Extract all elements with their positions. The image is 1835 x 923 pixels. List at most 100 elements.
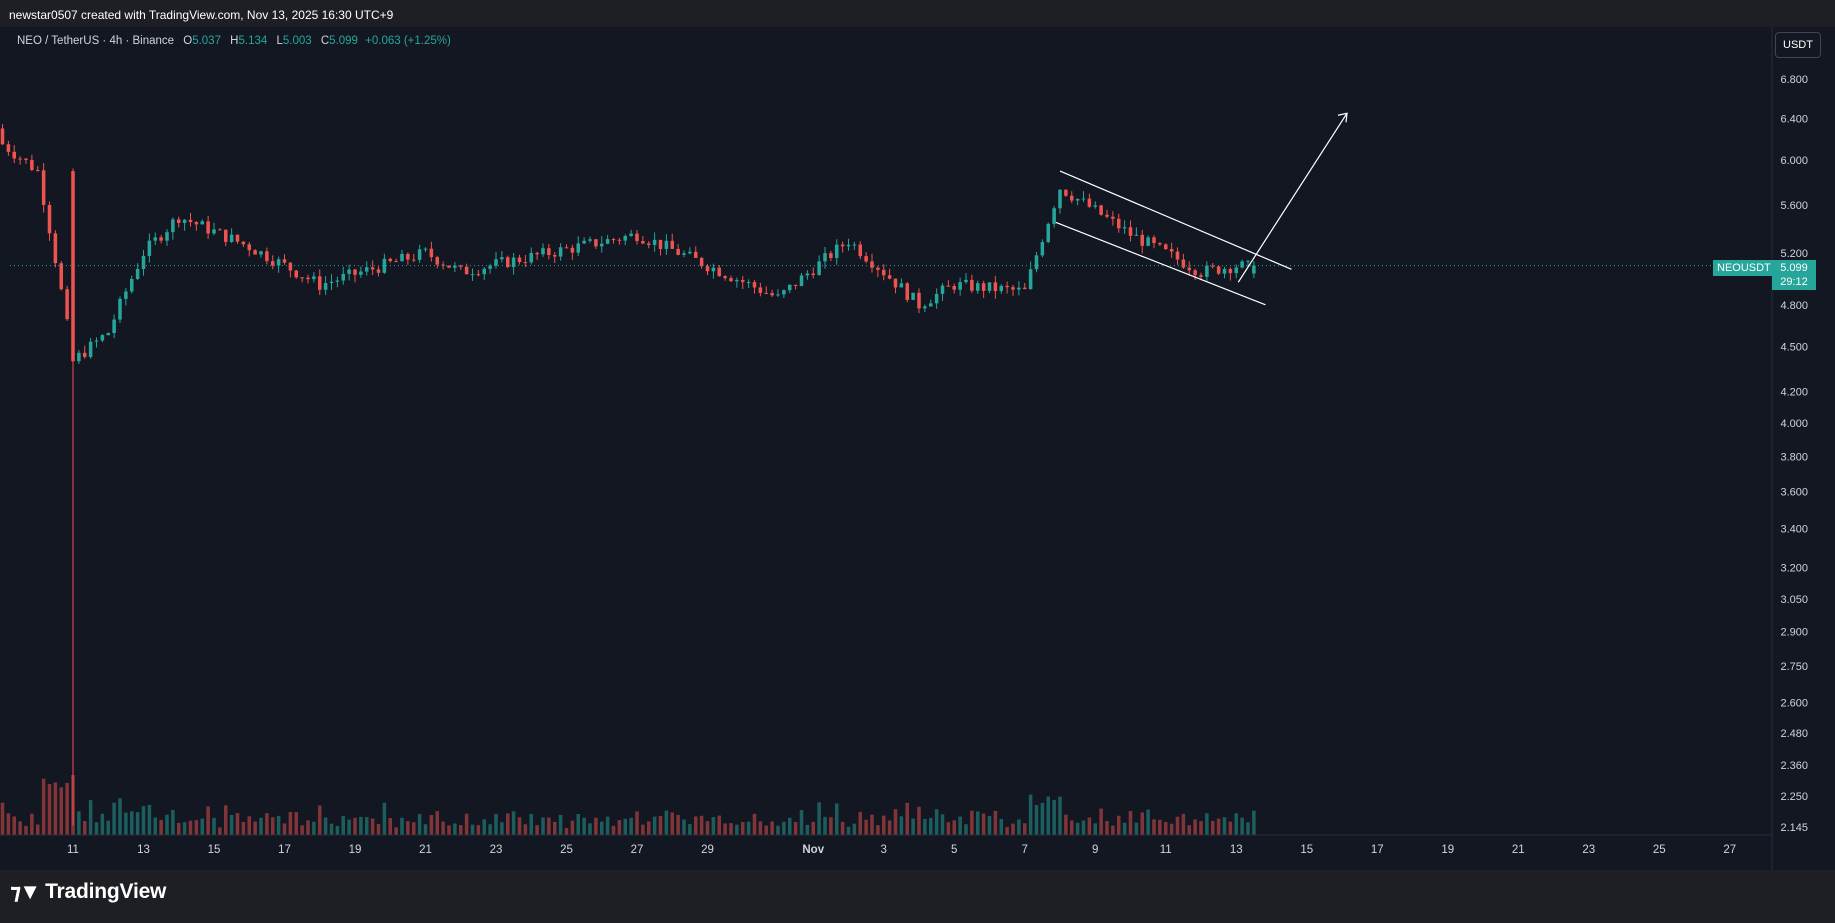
- volume-bar: [858, 811, 863, 835]
- candle-body: [682, 253, 686, 255]
- candle-body: [1069, 195, 1074, 201]
- candle-body: [453, 265, 457, 268]
- candle-body: [887, 275, 892, 279]
- price-scale[interactable]: 6.800 6.400 6.000 5.600 5.200 4.800 4.500 4.200…: [1780, 74, 1808, 834]
- volume-bar: [288, 811, 293, 835]
- candle-body: [1240, 261, 1244, 268]
- candle-body: [82, 352, 87, 357]
- volume-bar: [876, 825, 880, 835]
- volume-bar: [705, 821, 710, 835]
- volume-bar: [447, 825, 451, 835]
- candle-body: [135, 268, 140, 279]
- volume-bar: [829, 817, 833, 835]
- time-tick-label: 11: [67, 844, 79, 856]
- candle-body: [364, 267, 369, 272]
- volume-bar: [793, 822, 798, 835]
- time-tick-label: 7: [1022, 844, 1028, 856]
- candle-body: [112, 319, 116, 334]
- candle-body: [623, 236, 628, 241]
- price-tick-label: 2.480: [1780, 728, 1808, 740]
- volume-bar: [958, 816, 962, 835]
- candle-body: [1252, 265, 1256, 274]
- candle-body: [200, 221, 205, 225]
- candle-body: [1234, 267, 1239, 274]
- time-scale[interactable]: 11 13 15 17 19 21 23 25 27 29 Nov 3 5 7 9 11 13 15 17 19 21 2…: [67, 844, 1736, 856]
- time-tick-label: 17: [278, 844, 291, 856]
- volume-bar: [635, 811, 639, 835]
- candle-body: [699, 257, 704, 267]
- channel-lower-line[interactable]: [1055, 221, 1266, 306]
- candle-body: [987, 282, 992, 291]
- volume-bar: [124, 812, 128, 835]
- volume-bar: [1040, 802, 1045, 835]
- volume-bar: [329, 823, 334, 835]
- volume-bar: [594, 817, 598, 835]
- volume-bar: [359, 816, 363, 835]
- volume-bar: [394, 827, 398, 835]
- volume-bar: [934, 809, 939, 835]
- candle-body: [417, 249, 422, 260]
- channel-upper-line[interactable]: [1059, 170, 1292, 270]
- candle-body: [182, 219, 187, 223]
- price-tick-label: 4.500: [1780, 342, 1808, 354]
- open-value: 5.037: [192, 35, 221, 47]
- volume-bar: [235, 813, 240, 835]
- volume-bar: [1099, 808, 1103, 835]
- volume-bar: [682, 819, 686, 835]
- price-tick-label: 6.000: [1780, 155, 1808, 167]
- candle-body: [0, 128, 5, 145]
- volume-bar: [41, 778, 46, 835]
- volume-bar: [541, 817, 545, 835]
- time-tick-label: Nov: [802, 844, 824, 856]
- volume-bar: [129, 811, 134, 835]
- volume-bar: [406, 821, 410, 835]
- candle-body: [758, 287, 763, 293]
- volume-bar: [641, 824, 645, 835]
- candle-body: [253, 250, 257, 255]
- candle-body: [664, 240, 669, 249]
- volume-bar: [1158, 819, 1162, 835]
- volume-bar: [987, 815, 992, 835]
- volume-bar: [82, 821, 87, 835]
- price-chart[interactable]: 6.800 6.400 6.000 5.600 5.200 4.800 4.500 4.200…: [0, 27, 1835, 870]
- volume-bar: [229, 814, 234, 835]
- volume-bar: [776, 825, 780, 835]
- volume-bar: [1175, 816, 1180, 835]
- candle-body: [1228, 269, 1233, 274]
- volume-bar: [1246, 822, 1250, 835]
- candle-body: [429, 248, 434, 258]
- candle-body: [206, 221, 210, 234]
- volume-bar: [1069, 820, 1074, 835]
- price-tick-label: 4.000: [1780, 418, 1808, 430]
- volume-bar: [294, 812, 299, 835]
- candle-body: [24, 158, 28, 160]
- candle-body: [1134, 234, 1139, 236]
- candle-body: [764, 292, 769, 294]
- volume-bar: [94, 822, 99, 835]
- projection-arrow-line[interactable]: [1237, 112, 1348, 283]
- tradingview-logo[interactable]: ⁊▼ TradingView: [10, 879, 166, 904]
- volume-bar: [59, 787, 64, 835]
- volume-bar: [787, 817, 792, 835]
- candle-body: [276, 259, 281, 266]
- candle-body: [670, 240, 675, 249]
- volume-bar: [1222, 817, 1227, 835]
- candle-body: [723, 276, 727, 279]
- volume-bar: [805, 824, 810, 835]
- volume-bar: [1252, 810, 1256, 835]
- candle-body: [441, 264, 445, 266]
- volume-bar: [323, 817, 328, 835]
- price-tick-label: 2.360: [1780, 760, 1808, 772]
- time-tick-label: 19: [1441, 844, 1454, 856]
- volume-bar: [517, 817, 522, 835]
- volume-bar: [206, 806, 210, 835]
- currency-button[interactable]: USDT: [1775, 32, 1821, 58]
- volume-bar: [917, 806, 921, 835]
- candle-body: [159, 237, 163, 241]
- last-price-label: 5.099 29:12: [1772, 260, 1816, 290]
- candle-body: [870, 261, 874, 268]
- trend-drawings[interactable]: [10, 112, 1772, 306]
- volume-bar: [940, 814, 945, 835]
- volume-bar: [165, 814, 169, 835]
- candle-body: [335, 280, 340, 282]
